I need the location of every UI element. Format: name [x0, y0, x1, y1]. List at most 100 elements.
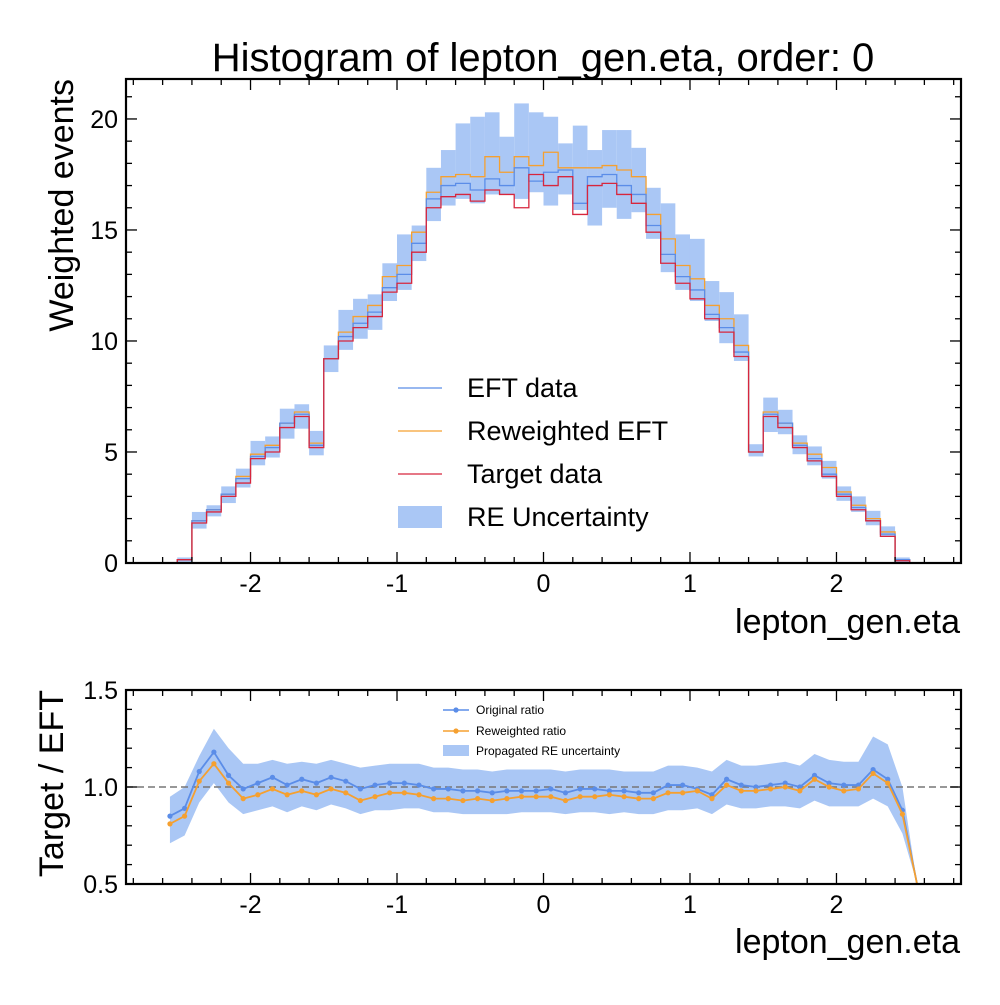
ratio-point-reweighted-ratio — [211, 761, 216, 766]
ratio-point-reweighted-ratio — [490, 798, 495, 803]
uncertainty-bin — [353, 299, 368, 339]
legend-label-reweighted-eft: Reweighted EFT — [467, 416, 668, 446]
histogram-y-axis-label: Weighted events — [43, 79, 81, 332]
ratio-point-original-ratio — [328, 775, 333, 780]
ratio-legend: Original ratio Reweighted ratio Propagat… — [443, 703, 620, 758]
ratio-point-reweighted-ratio — [563, 798, 568, 803]
uncertainty-bin — [675, 234, 690, 290]
ratio-point-reweighted-ratio — [592, 794, 597, 799]
ratio-point-reweighted-ratio — [402, 790, 407, 795]
ratio-point-original-ratio — [504, 788, 509, 793]
histogram-y-tick-label: 20 — [90, 106, 118, 134]
ratio-point-original-ratio — [665, 782, 670, 787]
ratio-point-original-ratio — [285, 782, 290, 787]
uncertainty-bin — [338, 310, 353, 350]
histogram-x-tick-label: 0 — [537, 570, 551, 598]
ratio-point-original-ratio — [841, 782, 846, 787]
legend-label-original-ratio: Original ratio — [476, 703, 544, 717]
ratio-point-original-ratio — [343, 779, 348, 784]
ratio-point-reweighted-ratio — [167, 821, 172, 826]
ratio-point-reweighted-ratio — [665, 790, 670, 795]
ratio-y-tick-label: 1.0 — [83, 774, 118, 802]
uncertainty-bin — [749, 444, 764, 456]
ratio-point-original-ratio — [299, 777, 304, 782]
ratio-point-original-ratio — [490, 790, 495, 795]
ratio-point-reweighted-ratio — [724, 782, 729, 787]
ratio-y-tick-label: 0.5 — [83, 871, 118, 899]
ratio-point-original-ratio — [680, 782, 685, 787]
uncertainty-bin — [705, 281, 720, 321]
ratio-point-original-ratio — [358, 786, 363, 791]
ratio-point-reweighted-ratio — [270, 786, 275, 791]
uncertainty-bin — [778, 410, 793, 434]
uncertainty-bin — [558, 143, 573, 194]
legend-swatch-propagated-uncertainty — [443, 745, 469, 756]
ratio-point-original-ratio — [372, 782, 377, 787]
ratio-point-original-ratio — [270, 775, 275, 780]
ratio-point-reweighted-ratio — [446, 796, 451, 801]
legend-label-target-data: Target data — [467, 459, 603, 489]
ratio-y-tick-label: 1.5 — [83, 677, 118, 705]
legend-label-eft-data: EFT data — [467, 373, 579, 403]
histogram-legend: EFT data Reweighted EFT Target data RE U… — [398, 373, 668, 532]
ratio-x-tick-label: -2 — [239, 891, 261, 919]
legend-swatch-re-uncertainty — [398, 506, 442, 528]
uncertainty-bin — [690, 239, 705, 301]
ratio-point-original-ratio — [724, 777, 729, 782]
ratio-point-reweighted-ratio — [885, 781, 890, 786]
ratio-point-original-ratio — [563, 790, 568, 795]
uncertainty-bin — [251, 441, 266, 465]
uncertainty-bin — [602, 130, 617, 208]
ratio-point-reweighted-ratio — [783, 784, 788, 789]
ratio-point-reweighted-ratio — [621, 794, 626, 799]
histogram-x-tick-label: -1 — [386, 570, 408, 598]
ratio-point-original-ratio — [460, 788, 465, 793]
legend-label-reweighted-ratio: Reweighted ratio — [476, 724, 566, 738]
uncertainty-bin — [382, 263, 397, 301]
ratio-point-reweighted-ratio — [651, 796, 656, 801]
ratio-point-original-ratio — [255, 781, 260, 786]
ratio-point-original-ratio — [651, 790, 656, 795]
ratio-point-reweighted-ratio — [431, 796, 436, 801]
ratio-point-original-ratio — [416, 782, 421, 787]
ratio-point-original-ratio — [167, 814, 172, 819]
ratio-point-original-ratio — [519, 788, 524, 793]
ratio-point-original-ratio — [314, 781, 319, 786]
uncertainty-bin — [456, 123, 471, 198]
ratio-point-reweighted-ratio — [372, 794, 377, 799]
ratio-point-original-ratio — [578, 786, 583, 791]
ratio-point-reweighted-ratio — [856, 786, 861, 791]
ratio-point-reweighted-ratio — [709, 796, 714, 801]
uncertainty-bin — [661, 203, 676, 272]
ratio-point-original-ratio — [446, 786, 451, 791]
legend-marker-original-ratio — [453, 707, 458, 712]
uncertainty-bin — [631, 148, 646, 212]
legend-marker-reweighted-ratio — [453, 728, 458, 733]
ratio-point-reweighted-ratio — [739, 788, 744, 793]
ratio-point-reweighted-ratio — [343, 790, 348, 795]
uncertainty-bin — [807, 446, 822, 465]
ratio-point-original-ratio — [548, 786, 553, 791]
uncertainty-bin — [426, 168, 441, 221]
ratio-x-tick-label: 1 — [683, 891, 697, 919]
ratio-point-reweighted-ratio — [797, 788, 802, 793]
histogram-x-tick-label: -2 — [239, 570, 261, 598]
ratio-x-tick-label: 2 — [830, 891, 844, 919]
ratio-point-reweighted-ratio — [680, 790, 685, 795]
ratio-point-reweighted-ratio — [768, 786, 773, 791]
ratio-point-original-ratio — [431, 786, 436, 791]
ratio-point-reweighted-ratio — [636, 796, 641, 801]
ratio-point-original-ratio — [211, 749, 216, 754]
histogram-x-tick-label: 1 — [683, 570, 697, 598]
ratio-point-original-ratio — [226, 773, 231, 778]
ratio-point-reweighted-ratio — [548, 794, 553, 799]
histogram-y-tick-label: 15 — [90, 217, 118, 245]
ratio-point-original-ratio — [534, 788, 539, 793]
histogram-y-tick-label: 0 — [104, 550, 118, 578]
ratio-point-reweighted-ratio — [841, 788, 846, 793]
uncertainty-bin — [587, 150, 602, 225]
ratio-x-tick-label: -1 — [386, 891, 408, 919]
ratio-point-reweighted-ratio — [607, 792, 612, 797]
ratio-point-reweighted-ratio — [504, 796, 509, 801]
